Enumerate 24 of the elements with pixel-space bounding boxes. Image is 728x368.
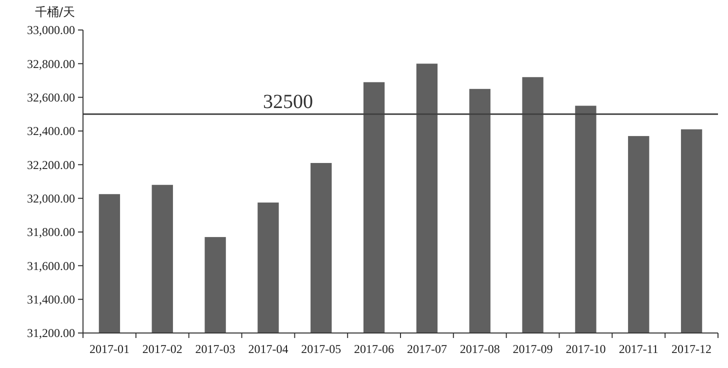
x-tick-label: 2017-03 [195, 342, 236, 356]
x-tick-label: 2017-02 [142, 342, 182, 356]
y-tick-label: 32,200.00 [27, 158, 75, 172]
x-tick-label: 2017-01 [89, 342, 130, 356]
x-tick-label: 2017-09 [512, 342, 553, 356]
x-tick-label: 2017-06 [354, 342, 394, 356]
y-tick-label: 31,800.00 [27, 225, 75, 240]
y-tick-label: 32,800.00 [27, 56, 75, 71]
x-tick-label: 2017-05 [301, 342, 342, 356]
y-tick-label: 31,600.00 [27, 258, 75, 273]
y-tick-label: 31,200.00 [27, 326, 75, 340]
y-tick-label: 32,000.00 [27, 192, 75, 206]
x-tick-label: 2017-10 [566, 342, 606, 356]
x-tick-label: 2017-08 [460, 342, 500, 356]
y-tick-label: 33,000.00 [27, 23, 75, 38]
y-tick-label: 31,400.00 [27, 292, 75, 307]
y-tick-label: 32,400.00 [27, 124, 75, 138]
y-tick-label: 32,600.00 [27, 90, 75, 105]
y-axis-title: 千桶/天 [34, 5, 75, 19]
x-tick-label: 2017-04 [248, 342, 288, 356]
x-tick-label: 2017-07 [406, 342, 447, 356]
x-tick-label: 2017-12 [672, 342, 712, 356]
ref-line-label: 32500 [263, 91, 313, 114]
x-tick-label: 2017-11 [618, 342, 658, 356]
